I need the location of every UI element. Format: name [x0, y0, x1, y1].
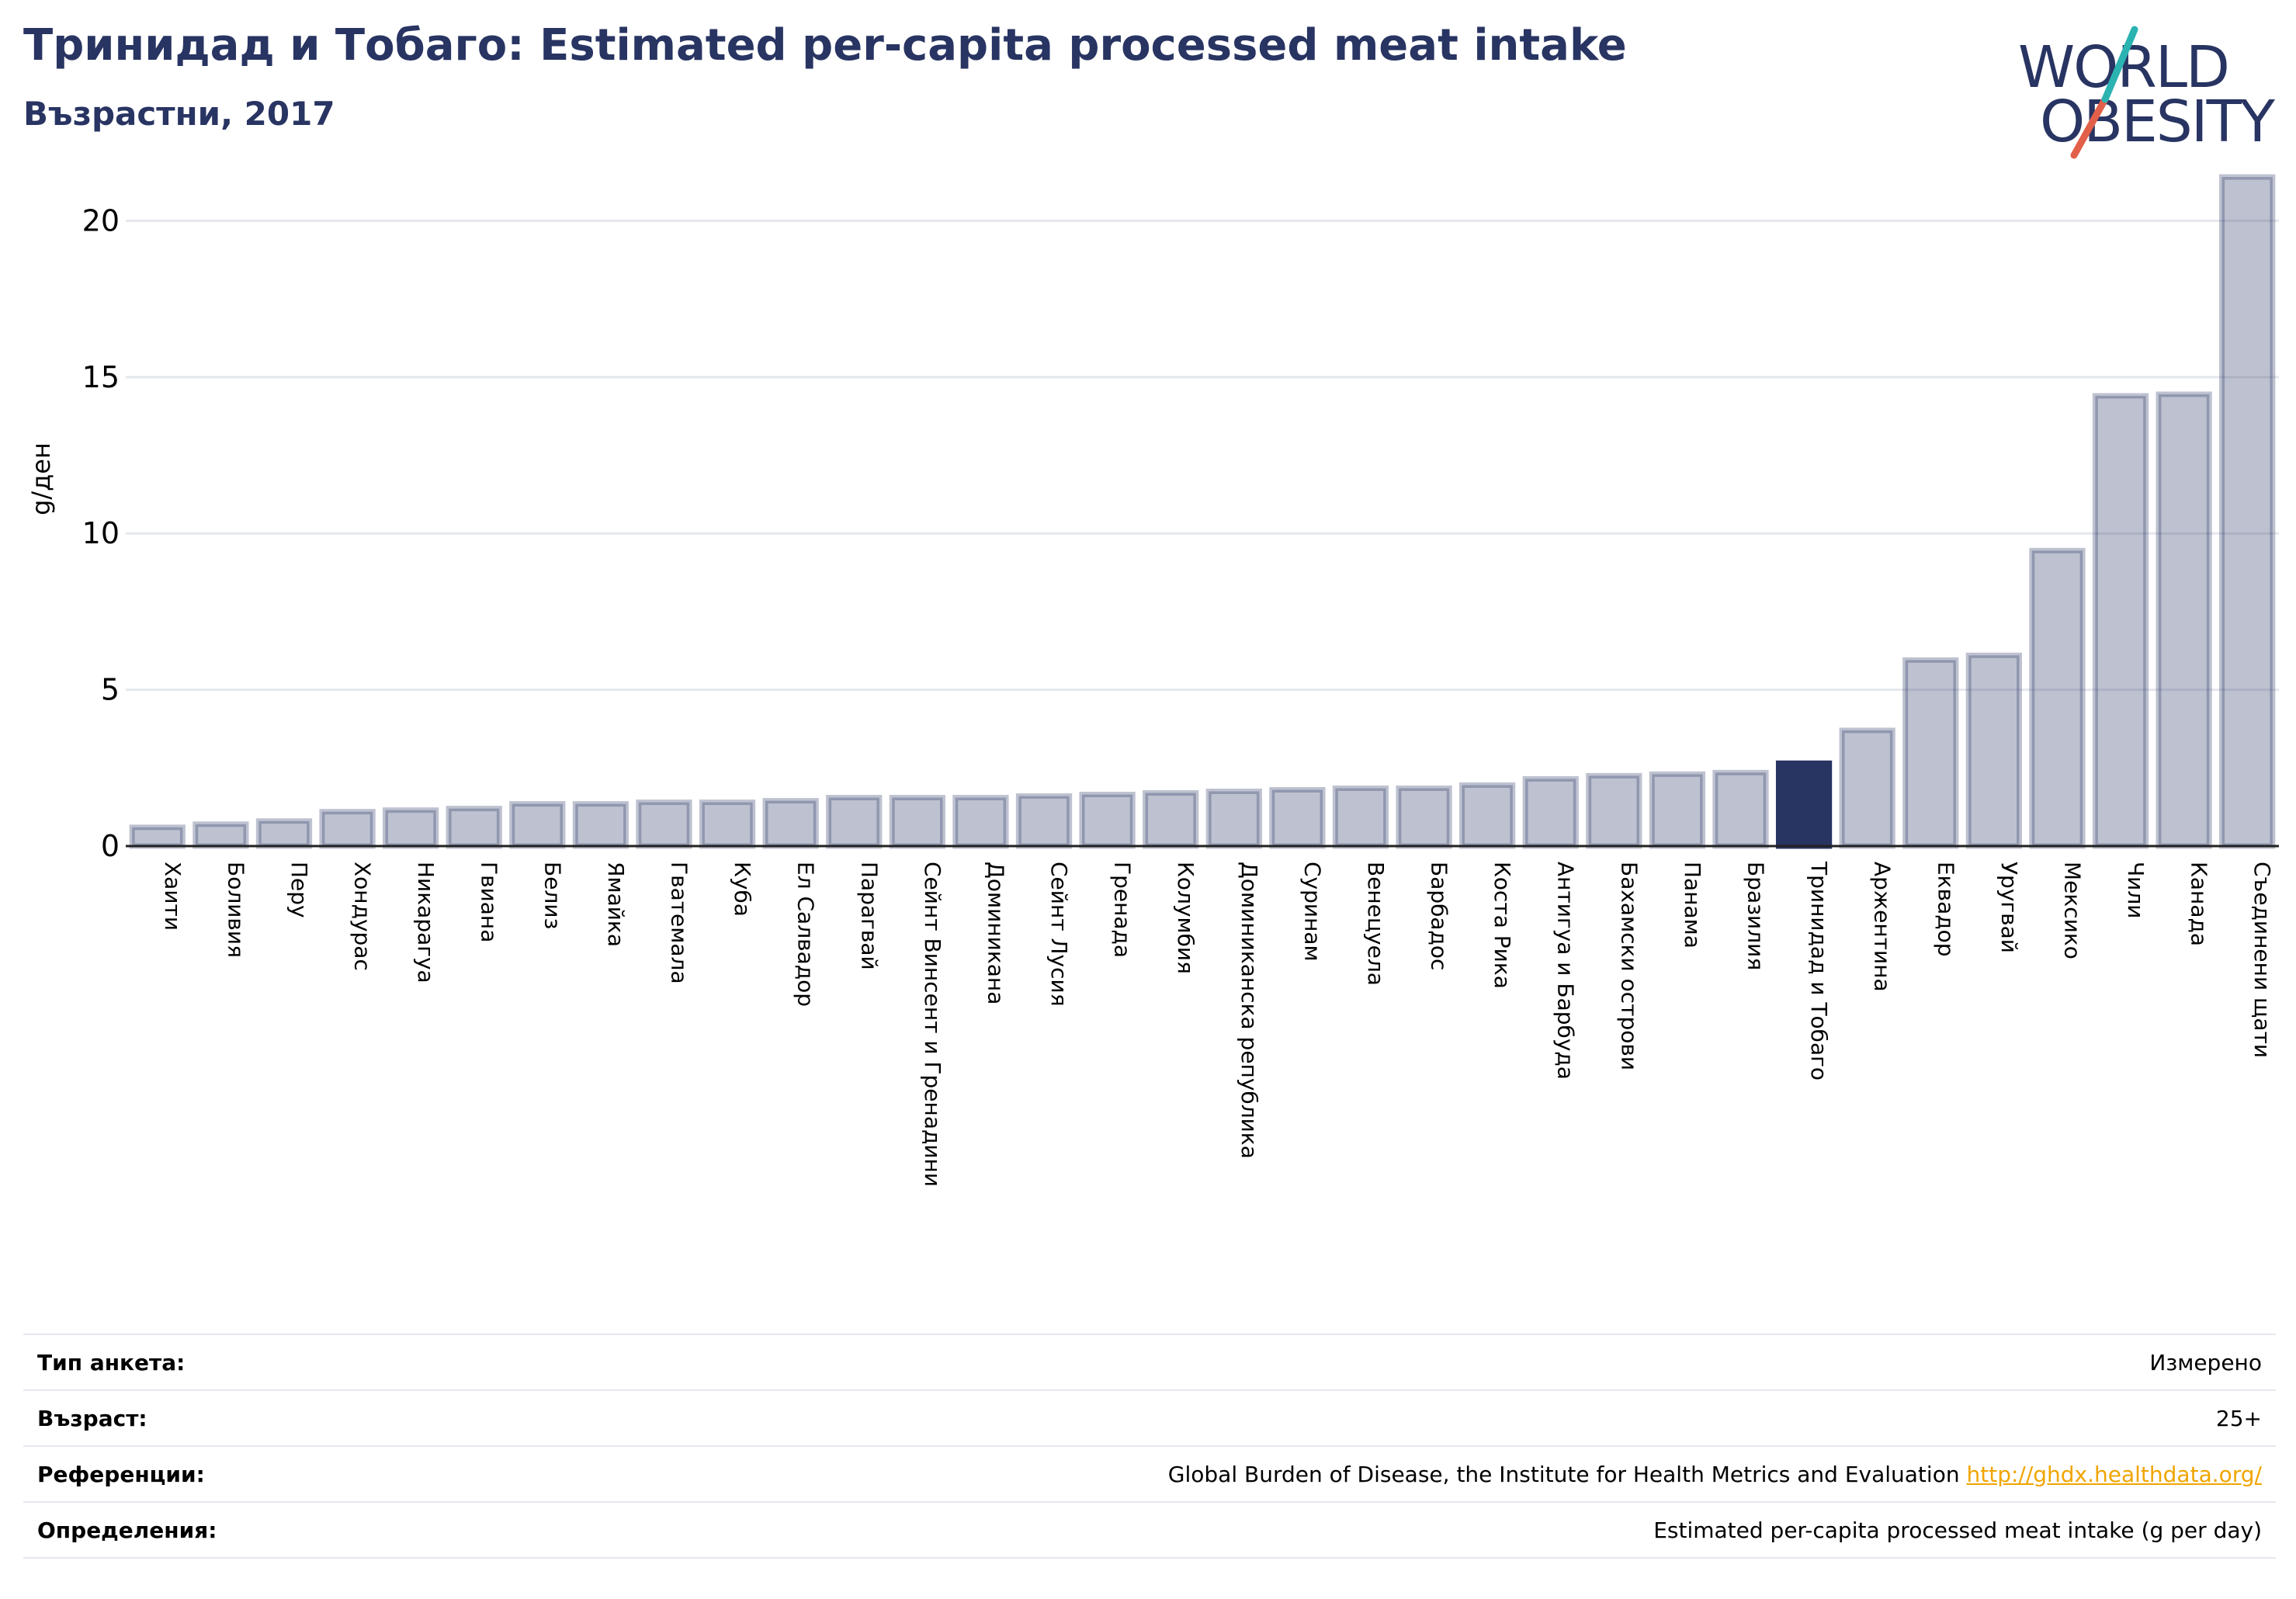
- info-key: Възраст:: [37, 1405, 147, 1431]
- x-tick-label: Чили: [2123, 862, 2149, 919]
- logo-slash-icon: [2070, 26, 2138, 159]
- bar[interactable]: [2219, 174, 2276, 849]
- x-tick-label: Уругвай: [1996, 862, 2022, 953]
- y-tick-label: 15: [82, 360, 120, 394]
- bar[interactable]: [1775, 760, 1833, 849]
- x-tick-label: Антигуа и Барбуда: [1553, 862, 1579, 1080]
- info-row-references: Референции: Global Burden of Disease, th…: [23, 1445, 2276, 1501]
- bar[interactable]: [319, 809, 376, 849]
- x-tick-label: Бахамски острови: [1616, 862, 1642, 1070]
- x-tick-label: Хондурас: [350, 862, 376, 971]
- x-tick-label: Ел Салвадор: [793, 862, 819, 1007]
- x-tick-label: Доминиканска република: [1236, 862, 1262, 1159]
- x-tick-label: Тринидад и Тобаго: [1806, 861, 1832, 1080]
- bar[interactable]: [446, 806, 502, 849]
- bar[interactable]: [1015, 793, 1073, 849]
- bar[interactable]: [509, 801, 566, 849]
- x-tick-label: Перу: [286, 862, 312, 918]
- info-row-definitions: Определения: Estimated per-capita proces…: [23, 1501, 2276, 1559]
- x-tick-label: Хаити: [160, 862, 186, 931]
- bar[interactable]: [1712, 769, 1769, 849]
- x-tick-label: Белиз: [539, 862, 565, 929]
- bar[interactable]: [1396, 785, 1452, 849]
- y-tick-label: 5: [101, 673, 120, 707]
- bars: [129, 174, 2276, 849]
- y-axis-label: g/ден: [26, 442, 56, 515]
- chart-subtitle: Възрастни, 2017: [23, 95, 335, 133]
- x-tick-label: Гватемала: [667, 862, 692, 984]
- bar[interactable]: [1143, 790, 1199, 849]
- y-tick-label: 0: [101, 829, 120, 863]
- bar[interactable]: [1459, 782, 1516, 849]
- bar[interactable]: [255, 818, 313, 849]
- x-tick-label: Куба: [730, 862, 755, 917]
- info-key: Определения:: [37, 1517, 217, 1543]
- bar[interactable]: [762, 798, 819, 849]
- bar[interactable]: [2029, 547, 2086, 849]
- grid-lines: [126, 219, 2279, 692]
- x-tick-labels: Хаити Боливия Перу Хондурас Никарагуа Гвиана Б…: [160, 861, 2275, 1187]
- x-tick-label: Аржентина: [1870, 862, 1895, 992]
- bar[interactable]: [1079, 792, 1136, 849]
- bar[interactable]: [636, 800, 692, 849]
- bar[interactable]: [572, 801, 629, 849]
- x-tick-label: Еквадор: [1933, 862, 1958, 957]
- x-tick-label: Ямайка: [603, 862, 629, 947]
- bar[interactable]: [1649, 771, 1706, 849]
- x-tick-label: Барбадос: [1427, 862, 1452, 970]
- x-tick-label: Мексико: [2059, 862, 2085, 959]
- bar[interactable]: [383, 807, 439, 849]
- bar[interactable]: [192, 821, 249, 849]
- info-key: Тип анкета:: [37, 1349, 186, 1375]
- x-tick-label: Боливия: [223, 862, 248, 958]
- info-value-references: Global Burden of Disease, the Institute …: [1168, 1462, 2276, 1487]
- bar[interactable]: [1586, 772, 1642, 849]
- info-table: Тип анкета: Измерено Възраст: 25+ Рефере…: [23, 1334, 2276, 1559]
- bar[interactable]: [952, 795, 1009, 849]
- info-row-age: Възраст: 25+: [23, 1389, 2276, 1445]
- info-value: Измерено: [2149, 1349, 2262, 1375]
- reference-text: Global Burden of Disease, the Institute …: [1167, 1461, 1960, 1487]
- bar[interactable]: [1269, 786, 1326, 849]
- x-tick-label: Венецуела: [1363, 862, 1389, 986]
- x-tick-label: Канада: [2187, 862, 2212, 946]
- bar-chart: Хаити Боливия Перу Хондурас Никарагуа Гвиана Б…: [26, 174, 2279, 1187]
- logo-line-1: WORLD: [2018, 34, 2230, 101]
- x-tick-label: Парагвай: [856, 862, 882, 970]
- bar[interactable]: [826, 795, 883, 849]
- world-obesity-logo[interactable]: WORLD OBESITY: [2018, 23, 2282, 163]
- chart-title: Тринидад и Тобаго: Estimated per-capita …: [23, 20, 1627, 71]
- bar[interactable]: [2156, 391, 2212, 849]
- reference-link[interactable]: http://ghdx.healthdata.org/: [1966, 1461, 2262, 1487]
- x-tick-label: Панама: [1680, 862, 1705, 949]
- bar[interactable]: [889, 795, 945, 849]
- info-value: 25+: [2215, 1405, 2262, 1431]
- y-tick-labels: 0 5 10 15 20: [82, 203, 120, 863]
- bar[interactable]: [1902, 657, 1959, 849]
- x-tick-label: Доминикана: [983, 862, 1008, 1004]
- bar[interactable]: [1839, 727, 1895, 849]
- y-tick-label: 10: [82, 516, 120, 550]
- info-value: Estimated per-capita processed meat inta…: [1653, 1517, 2262, 1543]
- x-tick-label: Колумбия: [1173, 862, 1198, 974]
- info-row-survey-type: Тип анкета: Измерено: [23, 1334, 2276, 1389]
- x-tick-label: Никарагуа: [413, 862, 439, 983]
- x-tick-label: Коста Рика: [1490, 862, 1515, 989]
- bar[interactable]: [699, 800, 756, 849]
- x-tick-label: Суринам: [1299, 862, 1325, 962]
- bar[interactable]: [129, 824, 186, 849]
- x-tick-label: Сейнт Лусия: [1046, 862, 1072, 1007]
- bar[interactable]: [1522, 775, 1579, 849]
- x-tick-label: Гвиана: [477, 862, 502, 942]
- bar[interactable]: [1205, 789, 1262, 849]
- x-tick-label: Сейнт Винсент и Гренадини: [920, 862, 945, 1187]
- x-tick-label: Бразилия: [1743, 862, 1769, 970]
- bar[interactable]: [2092, 393, 2149, 849]
- y-tick-label: 20: [82, 203, 120, 238]
- x-tick-label: Гренада: [1110, 862, 1136, 958]
- bar[interactable]: [1332, 785, 1389, 849]
- x-tick-label: Съединени щати: [2249, 862, 2275, 1058]
- info-key: Референции:: [37, 1461, 205, 1487]
- bar[interactable]: [1965, 652, 2022, 849]
